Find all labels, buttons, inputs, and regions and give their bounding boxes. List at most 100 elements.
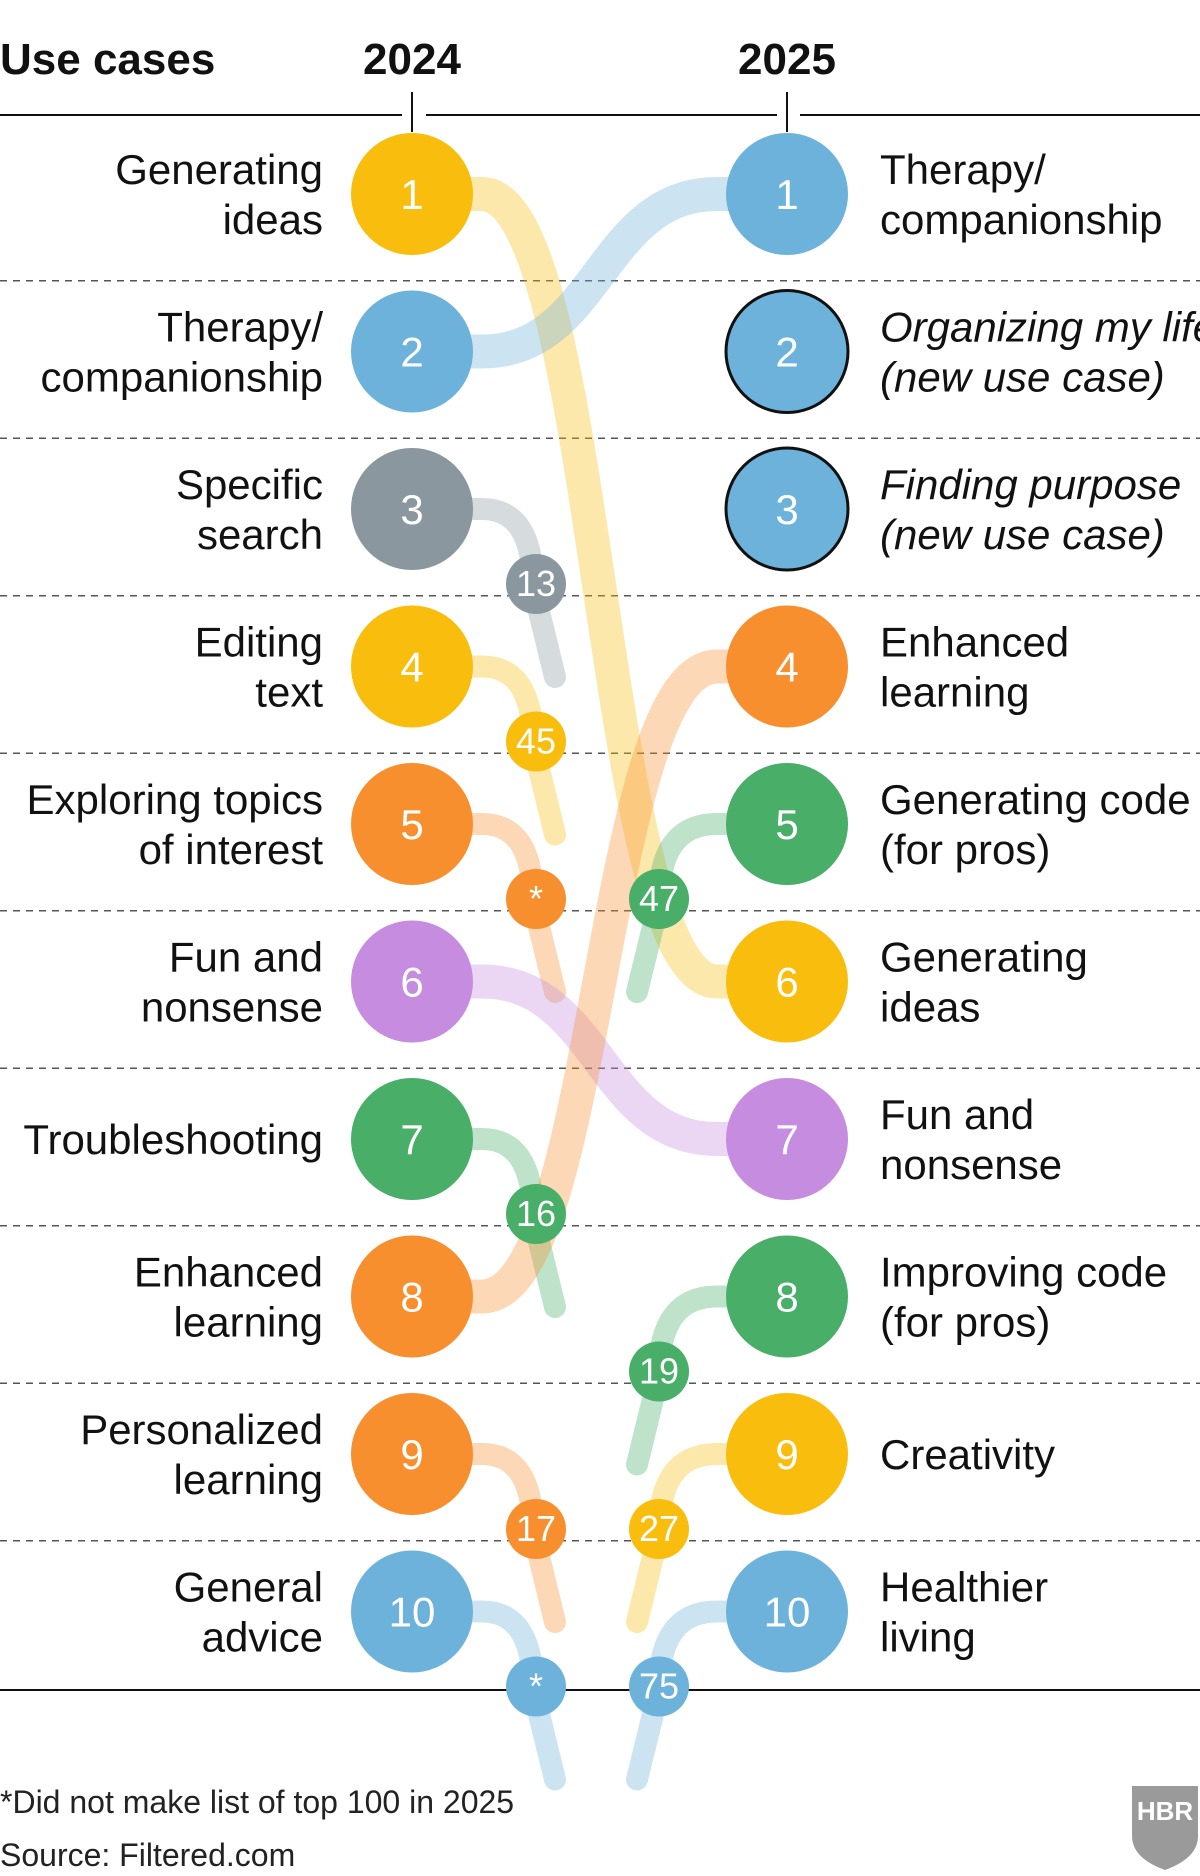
use-case-label-2025: living: [880, 1614, 976, 1661]
use-case-label-2024: Troubleshooting: [23, 1116, 323, 1163]
use-case-label-2025: (for pros): [880, 826, 1050, 873]
rank-2024-value: 8: [400, 1274, 423, 1321]
rank-2024-value: 7: [400, 1116, 423, 1163]
rank-2025-value: 1: [775, 171, 798, 218]
use-case-label-2024: Exploring topics: [27, 776, 323, 823]
offchart-badge-value: 75: [639, 1666, 679, 1707]
header-year-2025: 2025: [738, 35, 836, 84]
rank-2025-circle: [726, 763, 848, 885]
offchart-badge-value: 47: [639, 878, 679, 919]
offchart-badge-circle: [506, 1656, 566, 1717]
rank-2024-circle: [351, 1078, 473, 1200]
offchart-badge-2025: *: [506, 869, 566, 929]
hbr-logo-text: HBR: [1137, 1796, 1194, 1826]
rank-2024-value: 1: [400, 171, 423, 218]
connector-path: [395, 177, 804, 999]
use-case-label-2024: Personalized: [80, 1406, 323, 1453]
offchart-badge-2025: 13: [506, 554, 566, 614]
rank-2025-value: 6: [775, 959, 798, 1006]
use-case-label-2024: Enhanced: [134, 1249, 323, 1296]
use-case-label-2025: (for pros): [880, 1299, 1050, 1346]
hbr-logo: HBR: [1132, 1786, 1198, 1870]
rank-2025-value: 8: [775, 1274, 798, 1321]
rank-2025-row: 9 Creativity: [726, 1393, 1055, 1515]
use-case-label-2024: companionship: [40, 354, 323, 401]
rank-2025-circle: [724, 446, 850, 572]
header-use-cases: Use cases: [0, 35, 215, 84]
rank-2025-value: 7: [775, 1116, 798, 1163]
rank-2025-value: 10: [764, 1589, 811, 1636]
use-case-label-2025: Generating code: [880, 776, 1191, 823]
connector-path: [395, 964, 804, 1156]
offchart-badge-2025: *: [506, 1656, 566, 1717]
rank-2025-value: 3: [775, 486, 798, 533]
use-case-label-2024: Specific: [176, 461, 323, 508]
use-case-label-2024: nonsense: [141, 984, 323, 1031]
use-case-label-2025: Healthier: [880, 1564, 1048, 1611]
rank-2024-circle: [351, 448, 473, 570]
rank-2024-circle: [351, 1393, 473, 1515]
offchart-badge-value: 16: [516, 1193, 556, 1234]
rank-2024-circle: [351, 920, 473, 1043]
use-case-label-2024: Generating: [115, 146, 323, 193]
offchart-badge-2024: 27: [629, 1499, 689, 1559]
offchart-badge-2024: 75: [629, 1656, 689, 1717]
hbr-shield-shape: [1132, 1786, 1198, 1870]
use-case-label-2024: learning: [174, 1299, 323, 1346]
use-case-label-2025: Enhanced: [880, 619, 1069, 666]
use-case-label-2025: Creativity: [880, 1431, 1055, 1478]
use-case-label-2025: (new use case): [880, 511, 1165, 558]
rank-2025-value: 5: [775, 801, 798, 848]
rank-2025-circle: [724, 289, 850, 414]
rank-2024-circle: [351, 763, 473, 885]
use-case-label-2024: text: [255, 669, 323, 716]
offchart-badge-circle: [629, 869, 689, 929]
offchart-rank-badges: 13 45 * 16 17 * 47 19 27 75: [506, 554, 689, 1717]
offchart-badge-value: 19: [639, 1351, 679, 1392]
use-case-label-2025: Therapy/: [880, 146, 1046, 193]
row-separators: [0, 92, 1200, 1691]
use-case-label-2025: nonsense: [880, 1141, 1062, 1188]
use-case-label-2024: advice: [202, 1614, 323, 1661]
rank-2024-value: 4: [400, 644, 423, 691]
use-case-label-2024: General: [174, 1564, 323, 1611]
rank-2025-row: 3 Finding purpose(new use case): [724, 446, 1181, 572]
offchart-badge-value: *: [529, 878, 543, 919]
rank-2024-value: 2: [400, 329, 423, 376]
rank-2025-value: 9: [775, 1431, 798, 1478]
ranks-2025-column: 1 Therapy/companionship 2 Organizing my lif…: [724, 133, 1200, 1673]
source: Source: Filtered.com: [0, 1837, 295, 1873]
rank-2025-circle: [726, 1550, 848, 1673]
offchart-badge-value: 17: [516, 1508, 556, 1549]
offchart-badge-circle: [506, 1499, 566, 1559]
use-case-label-2024: Therapy/: [157, 304, 323, 351]
rank-2025-value: 2: [775, 329, 798, 376]
use-case-label-2025: (new use case): [880, 354, 1165, 401]
offchart-badge-2025: 16: [506, 1184, 566, 1244]
header-year-2024: 2024: [363, 35, 461, 84]
offchart-badge-2025: 45: [506, 711, 566, 772]
use-case-label-2025: Improving code: [880, 1249, 1167, 1296]
rank-2025-circle: [726, 920, 848, 1043]
rank-2024-row: 2 Therapy/companionship: [40, 290, 473, 413]
footnote: *Did not make list of top 100 in 2025: [0, 1784, 514, 1820]
rank-2024-value: 6: [400, 959, 423, 1006]
rank-2024-value: 9: [400, 1431, 423, 1478]
use-case-label-2025: Finding purpose: [880, 461, 1181, 508]
offchart-badge-circle: [629, 1656, 689, 1717]
offchart-badge-value: 13: [516, 563, 556, 604]
use-case-label-2024: of interest: [139, 826, 324, 873]
use-case-label-2024: Editing: [195, 619, 323, 666]
use-case-label-2025: ideas: [880, 984, 980, 1031]
offchart-badge-circle: [506, 869, 566, 929]
use-case-label-2024: ideas: [223, 196, 323, 243]
rank-2024-circle: [351, 290, 473, 413]
rank-2024-circle: [351, 1235, 473, 1358]
